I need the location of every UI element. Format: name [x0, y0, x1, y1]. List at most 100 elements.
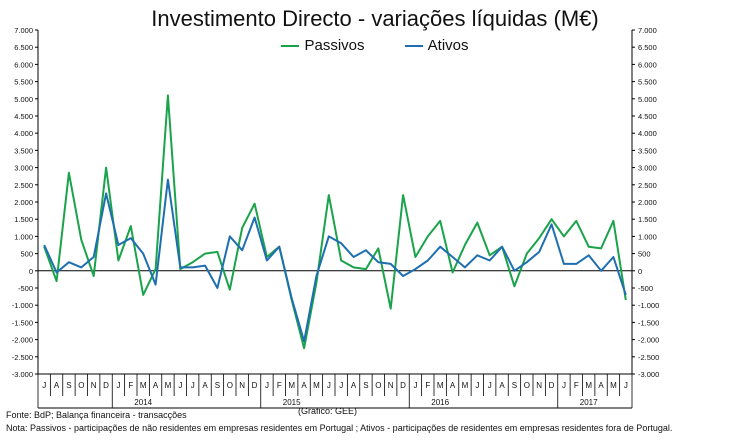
y-tick-label-left: 4.500 [14, 112, 33, 121]
month-label: J [488, 381, 492, 390]
month-label: O [78, 381, 84, 390]
y-tick-label-right: -1.500 [638, 318, 659, 327]
month-label: O [375, 381, 381, 390]
month-label: M [462, 381, 469, 390]
y-tick-label-left: -2.000 [12, 336, 33, 345]
month-label: D [252, 381, 258, 390]
legend-label-ativos: Ativos [427, 36, 469, 54]
y-tick-label-left: 500 [20, 250, 33, 259]
y-tick-label-left: 2.000 [14, 198, 33, 207]
y-tick-label-left: -1.000 [12, 301, 33, 310]
month-label: F [128, 381, 133, 390]
y-tick-label-right: 4.000 [638, 129, 657, 138]
y-tick-label-left: 4.000 [14, 129, 33, 138]
month-label: S [66, 381, 71, 390]
legend-swatch-ativos [404, 44, 423, 47]
month-label: A [153, 381, 159, 390]
month-label: O [524, 381, 530, 390]
y-tick-label-right: 3.000 [638, 164, 657, 173]
month-label: A [499, 381, 505, 390]
y-tick-label-left: 5.000 [14, 95, 33, 104]
month-label: A [202, 381, 208, 390]
y-tick-label-right: 6.000 [638, 60, 657, 69]
y-tick-label-left: -1.500 [12, 318, 33, 327]
y-tick-label-left: 6.500 [14, 43, 33, 52]
y-tick-label-right: 2.000 [638, 198, 657, 207]
month-label: A [54, 381, 60, 390]
month-label: J [178, 381, 182, 390]
y-tick-label-left: 2.500 [14, 181, 33, 190]
y-tick-label-left: 5.500 [14, 78, 33, 87]
source-note: Fonte: BdP; Balança financeira - transac… [6, 410, 187, 420]
y-tick-label-left: 1.500 [14, 215, 33, 224]
month-label: J [327, 381, 331, 390]
month-label: F [574, 381, 579, 390]
month-label: J [562, 381, 566, 390]
month-label: S [363, 381, 368, 390]
y-tick-label-right: 3.500 [638, 146, 657, 155]
month-label: M [288, 381, 295, 390]
month-label: A [450, 381, 456, 390]
y-tick-label-right: 500 [638, 250, 651, 259]
y-tick-label-right: -2.000 [638, 336, 659, 345]
y-tick-label-left: 3.500 [14, 146, 33, 155]
y-tick-label-right: 2.500 [638, 181, 657, 190]
y-tick-label-left: 6.000 [14, 60, 33, 69]
graph-credit: (Gráfico: GEE) [298, 406, 358, 416]
y-tick-label-right: 5.500 [638, 78, 657, 87]
legend-swatch-passivos [281, 44, 300, 47]
y-tick-label-right: 1.500 [638, 215, 657, 224]
y-tick-label-left: 7.000 [14, 26, 33, 35]
year-label: 2017 [580, 398, 598, 407]
legend-label-passivos: Passivos [304, 36, 365, 54]
month-label: O [227, 381, 233, 390]
month-label: M [140, 381, 147, 390]
y-tick-label-right: 5.000 [638, 95, 657, 104]
month-label: M [585, 381, 592, 390]
month-label: D [400, 381, 406, 390]
y-tick-label-left: -2.500 [12, 353, 33, 362]
y-tick-label-right: -1.000 [638, 301, 659, 310]
month-label: A [301, 381, 307, 390]
month-label: D [549, 381, 555, 390]
month-label: M [313, 381, 320, 390]
y-tick-label-left: 1.000 [14, 232, 33, 241]
y-tick-label-right: 0 [638, 267, 642, 276]
month-label: J [191, 381, 195, 390]
y-tick-label-right: -3.000 [638, 370, 659, 379]
month-label: J [265, 381, 269, 390]
y-tick-label-right: 4.500 [638, 112, 657, 121]
month-label: J [116, 381, 120, 390]
month-label: N [91, 381, 97, 390]
month-label: M [610, 381, 617, 390]
series-line-passivos [43, 94, 627, 350]
y-tick-label-left: -3.000 [12, 370, 33, 379]
month-label: J [413, 381, 417, 390]
month-label: S [215, 381, 220, 390]
legend-item-passivos: Passivos [281, 36, 365, 54]
legend: Passivos Ativos [0, 36, 750, 54]
month-label: N [239, 381, 245, 390]
month-label: M [165, 381, 172, 390]
month-label: A [351, 381, 357, 390]
y-tick-label-left: -500 [18, 284, 33, 293]
y-tick-label-left: 0 [29, 267, 33, 276]
y-tick-label-right: -500 [638, 284, 653, 293]
month-label: S [512, 381, 517, 390]
month-label: J [339, 381, 343, 390]
month-label: J [475, 381, 479, 390]
y-tick-label-right: 1.000 [638, 232, 657, 241]
month-label: F [425, 381, 430, 390]
month-label: D [103, 381, 109, 390]
month-label: F [277, 381, 282, 390]
y-tick-label-right: 7.000 [638, 26, 657, 35]
y-tick-label-left: 3.000 [14, 164, 33, 173]
y-tick-label-right: 6.500 [638, 43, 657, 52]
legend-item-ativos: Ativos [404, 36, 469, 54]
month-label: N [536, 381, 542, 390]
year-label: 2016 [431, 398, 449, 407]
series-line-ativos [43, 178, 627, 343]
month-label: A [598, 381, 604, 390]
footnote: Nota: Passivos - participações de não re… [6, 423, 673, 433]
